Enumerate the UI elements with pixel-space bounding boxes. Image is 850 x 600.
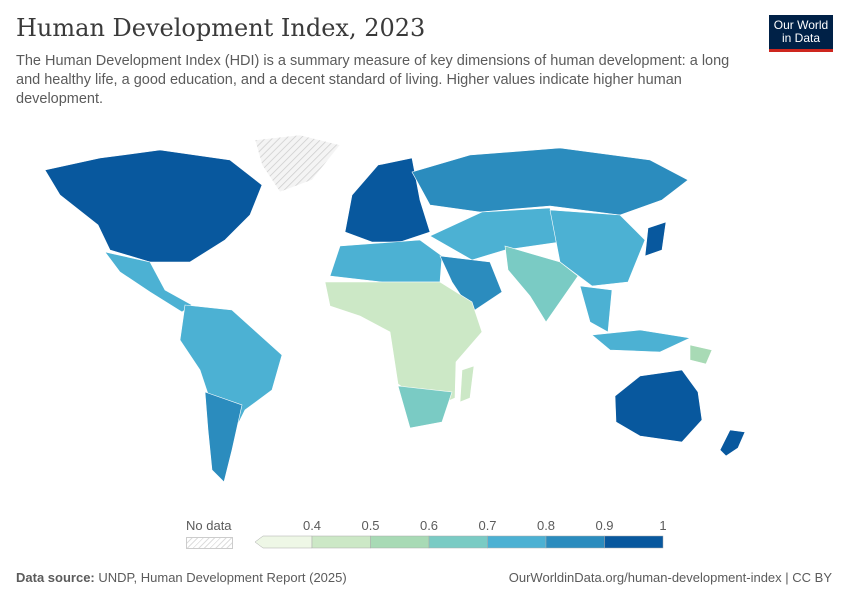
legend-tick-label: 0.4 xyxy=(302,518,322,533)
region-japan-south-korea[interactable]: Japan & South Korea xyxy=(644,221,667,257)
data-source: Data source: UNDP, Human Development Rep… xyxy=(16,570,347,585)
legend-tick-label: 0.6 xyxy=(419,518,439,533)
region-madagascar[interactable]: Madagascar xyxy=(459,365,475,403)
legend-tick-label: 0.5 xyxy=(361,518,380,533)
region-australia[interactable]: Australia xyxy=(614,369,703,443)
source-link[interactable]: OurWorldinData.org/human-development-ind… xyxy=(508,570,832,585)
legend-tick-label: 1 xyxy=(659,518,667,533)
legend-no-data-label: No data xyxy=(186,518,232,533)
region-indonesia[interactable]: Indonesia xyxy=(591,329,692,353)
legend-bin-0-5-0-6[interactable] xyxy=(370,535,430,549)
legend-tick-label: 0.7 xyxy=(478,518,497,533)
legend-tick-label: 0.8 xyxy=(536,518,556,533)
legend-no-data-swatch xyxy=(186,537,233,549)
data-source-label: Data source: xyxy=(16,570,95,585)
region-russia-eastern-europe[interactable]: Russia & Eastern Europe xyxy=(411,147,689,216)
legend-bin-0-6-0-7[interactable] xyxy=(428,535,488,549)
world-map[interactable]: North America (USA, Canada)GreenlandMexi… xyxy=(0,125,850,515)
region-argentina-chile[interactable]: Argentina & Chile xyxy=(204,391,243,483)
region-greenland[interactable]: Greenland xyxy=(254,134,341,193)
region-western-northern-europe[interactable]: Western & Northern Europe xyxy=(344,157,431,243)
legend-bin-0-8-0-9[interactable] xyxy=(545,535,605,549)
data-source-text: UNDP, Human Development Report (2025) xyxy=(98,570,347,585)
chart-title: Human Development Index, 2023 xyxy=(16,14,426,42)
region-arabian-peninsula[interactable]: Arabian Peninsula xyxy=(439,255,503,313)
owid-logo[interactable]: Our World in Data xyxy=(769,15,833,52)
region-india-south-asia[interactable]: India & South Asia xyxy=(504,245,579,323)
region-papua-new-guinea[interactable]: Papua New Guinea xyxy=(689,344,713,365)
region-north-america-usa-canada[interactable]: North America (USA, Canada) xyxy=(44,149,263,263)
region-new-zealand[interactable]: New Zealand xyxy=(719,429,746,457)
region-central-asia-middle-east[interactable]: Central Asia & Middle East xyxy=(429,207,561,261)
legend-tick-label: 0.9 xyxy=(595,518,614,533)
legend-color-bar xyxy=(254,535,664,549)
region-north-africa[interactable]: North Africa xyxy=(329,239,443,283)
region-southeast-asia[interactable]: Southeast Asia xyxy=(579,285,613,333)
chart-subtitle: The Human Development Index (HDI) is a s… xyxy=(16,53,730,107)
legend-bin-0-4-0-5[interactable] xyxy=(311,535,371,549)
legend-bin-0-9-1[interactable] xyxy=(604,535,664,549)
legend-bin--0-4[interactable] xyxy=(254,535,313,549)
legend-bin-0-7-0-8[interactable] xyxy=(487,535,547,549)
region-southern-africa[interactable]: Southern Africa xyxy=(397,385,453,429)
